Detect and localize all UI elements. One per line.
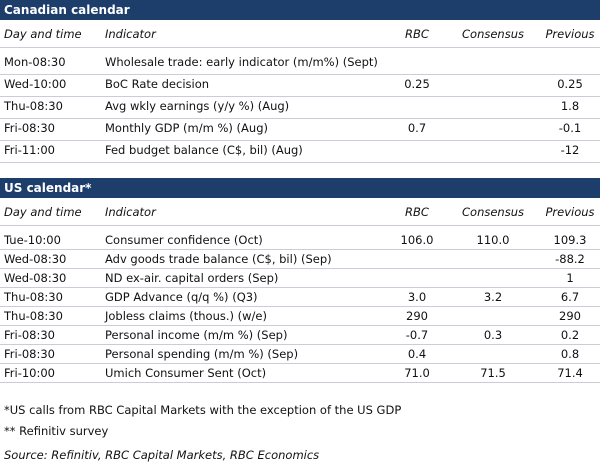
section-bar <box>0 0 600 20</box>
rule <box>0 268 600 269</box>
source: Source: Refinitiv, RBC Capital Markets, … <box>4 448 320 462</box>
indicator-cell: Fed budget balance (C$, bil) (Aug) <box>105 143 303 157</box>
column-header: Indicator <box>105 205 156 219</box>
column-header: RBC <box>405 27 429 41</box>
value-cell: 3.0 <box>407 290 427 304</box>
column-header: Consensus <box>462 27 524 41</box>
section-bar <box>0 178 600 198</box>
value-cell: 71.4 <box>557 366 583 380</box>
indicator-cell: Personal spending (m/m %) (Sep) <box>105 347 299 361</box>
day-cell: Fri-10:00 <box>4 366 55 380</box>
indicator-cell: Jobless claims (thous.) (w/e) <box>105 309 267 323</box>
rule <box>0 96 600 97</box>
indicator-cell: Monthly GDP (m/m %) (Aug) <box>105 121 268 135</box>
day-cell: Wed-08:30 <box>4 252 67 266</box>
rule <box>0 118 600 119</box>
value-cell: 0.8 <box>560 347 580 361</box>
day-cell: Thu-08:30 <box>4 309 63 323</box>
value-cell: 71.0 <box>404 366 430 380</box>
column-header: RBC <box>405 205 429 219</box>
indicator-cell: Wholesale trade: early indicator (m/m%) … <box>105 55 378 69</box>
column-header: Previous <box>545 27 595 41</box>
value-cell: 110.0 <box>476 233 510 247</box>
value-cell: 0.25 <box>404 77 430 91</box>
rule <box>0 47 600 48</box>
value-cell: 0.2 <box>560 328 580 342</box>
indicator-cell: BoC Rate decision <box>105 77 210 91</box>
value-cell: -0.1 <box>558 121 582 135</box>
value-cell: -88.2 <box>555 252 585 266</box>
rule <box>0 382 600 383</box>
rule <box>0 325 600 326</box>
column-header: Consensus <box>462 205 524 219</box>
day-cell: Tue-10:00 <box>4 233 61 247</box>
indicator-cell: Personal income (m/m %) (Sep) <box>105 328 288 342</box>
day-cell: Thu-08:30 <box>4 99 63 113</box>
rule <box>0 363 600 364</box>
value-cell: 290 <box>406 309 428 323</box>
indicator-cell: Consumer confidence (Oct) <box>105 233 263 247</box>
value-cell: 0.4 <box>407 347 427 361</box>
section-title: US calendar* <box>4 181 92 195</box>
day-cell: Thu-08:30 <box>4 290 63 304</box>
value-cell: 1 <box>566 271 574 285</box>
rule <box>0 74 600 75</box>
value-cell: 3.2 <box>483 290 503 304</box>
rule <box>0 287 600 288</box>
value-cell: 0.3 <box>483 328 503 342</box>
footnote: ** Refinitiv survey <box>4 424 109 438</box>
value-cell: 106.0 <box>400 233 434 247</box>
day-cell: Fri-08:30 <box>4 328 55 342</box>
value-cell: 109.3 <box>553 233 587 247</box>
rule <box>0 249 600 250</box>
value-cell: 71.5 <box>480 366 506 380</box>
footnote: *US calls from RBC Capital Markets with … <box>4 403 402 417</box>
indicator-cell: Adv goods trade balance (C$, bil) (Sep) <box>105 252 332 266</box>
rule <box>0 344 600 345</box>
indicator-cell: GDP Advance (q/q %) (Q3) <box>105 290 258 304</box>
day-cell: Fri-08:30 <box>4 121 55 135</box>
value-cell: 0.25 <box>557 77 583 91</box>
rule <box>0 140 600 141</box>
value-cell: 6.7 <box>560 290 580 304</box>
column-header: Previous <box>545 205 595 219</box>
value-cell: 290 <box>559 309 581 323</box>
value-cell: 1.8 <box>560 99 580 113</box>
day-cell: Wed-10:00 <box>4 77 67 91</box>
day-cell: Fri-11:00 <box>4 143 55 157</box>
column-header: Day and time <box>4 27 82 41</box>
day-cell: Fri-08:30 <box>4 347 55 361</box>
column-header: Indicator <box>105 27 156 41</box>
column-header: Day and time <box>4 205 82 219</box>
rule <box>0 306 600 307</box>
value-cell: -12 <box>560 143 580 157</box>
indicator-cell: ND ex-air. capital orders (Sep) <box>105 271 279 285</box>
rule <box>0 225 600 226</box>
indicator-cell: Umich Consumer Sent (Oct) <box>105 366 267 380</box>
value-cell: 0.7 <box>407 121 427 135</box>
indicator-cell: Avg wkly earnings (y/y %) (Aug) <box>105 99 290 113</box>
value-cell: -0.7 <box>405 328 429 342</box>
day-cell: Mon-08:30 <box>4 55 66 69</box>
section-title: Canadian calendar <box>4 3 130 17</box>
rule <box>0 162 600 163</box>
day-cell: Wed-08:30 <box>4 271 67 285</box>
